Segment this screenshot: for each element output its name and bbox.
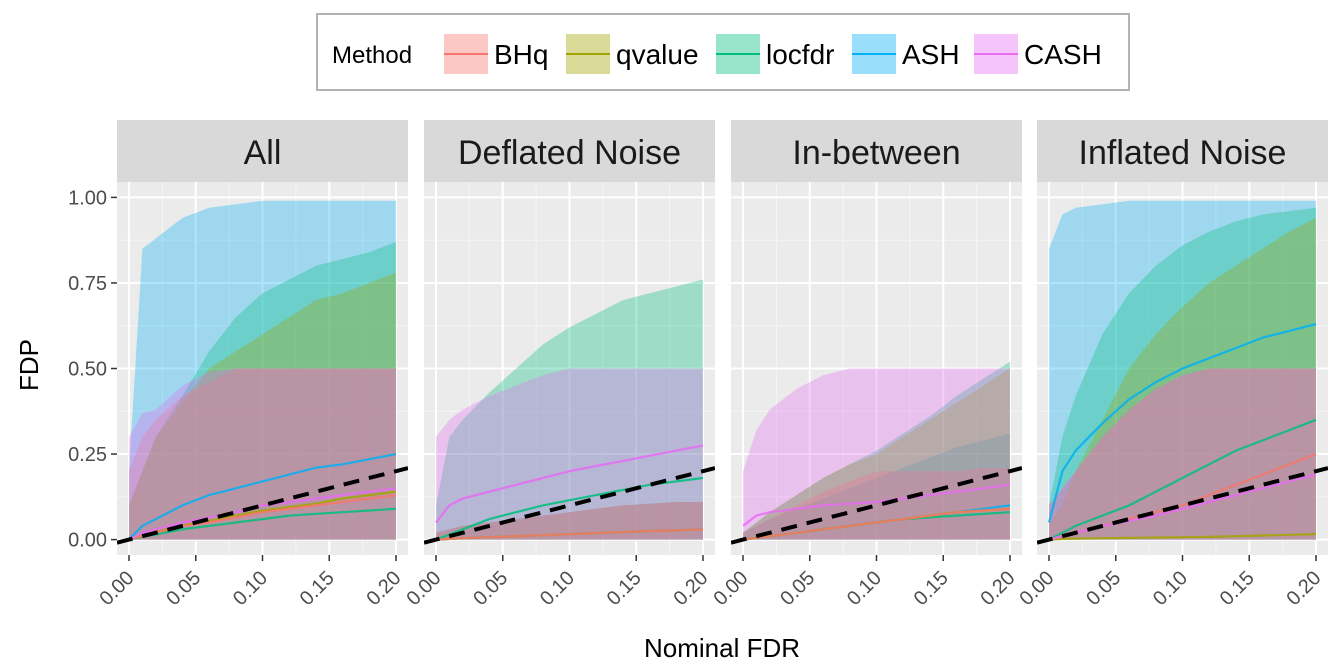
x-tick-label: 0.20 xyxy=(362,567,405,610)
legend-entry-ash: ASH xyxy=(852,34,960,74)
ribbon-bhq xyxy=(1049,368,1316,540)
legend-label-bhq: BHq xyxy=(494,39,548,70)
median-line-ash xyxy=(1047,322,1317,523)
panel-in-between: In-between 0.00 0.05 0.10 0.15 0.20 xyxy=(709,120,1022,610)
strip-label: Inflated Noise xyxy=(1079,134,1287,172)
strip-deflated-noise xyxy=(424,120,715,182)
legend-label-cash: CASH xyxy=(1024,39,1102,70)
legend-entry-bhq: BHq xyxy=(444,34,548,74)
y-tick-label: 1.00 xyxy=(68,187,107,209)
ribbon-qvalue xyxy=(1049,217,1316,540)
legend-label-ash: ASH xyxy=(902,39,960,70)
y-axis-title: FDP xyxy=(14,339,44,391)
x-tick-label: 0.05 xyxy=(776,567,819,610)
ribbon-qvalue xyxy=(743,368,1010,540)
x-tick-label: 0.00 xyxy=(1015,567,1058,610)
median-line-bhq xyxy=(435,528,704,541)
plot-data xyxy=(117,200,408,545)
ribbon-bhq xyxy=(436,502,703,540)
strip-label: All xyxy=(244,134,282,172)
strip-label: Deflated Noise xyxy=(458,134,681,172)
ribbon-cash xyxy=(1049,368,1316,540)
legend-entry-qvalue: qvalue xyxy=(566,34,699,74)
ribbon-ash xyxy=(436,502,703,540)
plot-data xyxy=(424,279,715,545)
x-tick-label: 0.00 xyxy=(709,567,752,610)
y-tick-label: 0.00 xyxy=(68,530,107,552)
ribbon-locfdr xyxy=(1049,207,1316,540)
strip-inflated-noise xyxy=(1037,120,1328,182)
panel-all: All 0.00 0.05 0.10 0.15 0.20 0.00 0.25 0.50 0.75 1… xyxy=(68,120,408,610)
panel-deflated-noise: Deflated Noise 0.00 0.05 0.10 0.15 0.20 xyxy=(402,120,715,610)
strip-all xyxy=(117,120,408,182)
plot-data xyxy=(731,361,1022,545)
x-tick-label: 0.20 xyxy=(1282,567,1325,610)
x-tick-label: 0.10 xyxy=(536,567,579,610)
median-line-locfdr xyxy=(1048,418,1317,541)
x-tick-label: 0.10 xyxy=(843,567,886,610)
x-tick-label: 0.15 xyxy=(1216,567,1259,610)
strip-in-between xyxy=(731,120,1022,182)
median-line-qvalue xyxy=(1048,533,1317,541)
ribbon-cash xyxy=(743,368,1010,540)
ribbon-qvalue xyxy=(129,272,396,540)
legend-title: Method xyxy=(332,42,412,69)
x-tick-label: 0.15 xyxy=(910,567,953,610)
legend: Method BHq qvalue locfdr ASH CASH xyxy=(316,13,1130,91)
x-tick-label: 0.15 xyxy=(296,567,339,610)
median-line-cash xyxy=(742,483,1011,527)
x-tick-label: 0.10 xyxy=(229,567,272,610)
x-tick-label: 0.05 xyxy=(1082,567,1125,610)
ribbon-ash xyxy=(129,200,396,540)
x-tick-label: 0.05 xyxy=(469,567,512,610)
median-line-cash xyxy=(435,444,704,524)
x-tick-label: 0.20 xyxy=(669,567,712,610)
ribbon-qvalue xyxy=(436,502,703,540)
legend-label-locfdr: locfdr xyxy=(766,39,834,70)
y-tick-label: 0.25 xyxy=(68,444,107,466)
legend-label-qvalue: qvalue xyxy=(616,39,699,70)
ribbon-ash xyxy=(1049,200,1316,540)
ribbon-locfdr xyxy=(743,361,1010,540)
legend-box xyxy=(316,13,1130,91)
strip-label: In-between xyxy=(792,134,960,172)
median-line-bhq xyxy=(742,507,1011,541)
x-tick-label: 0.00 xyxy=(95,567,138,610)
x-tick-label: 0.00 xyxy=(402,567,445,610)
x-tick-label: 0.10 xyxy=(1149,567,1192,610)
plot-data xyxy=(1037,200,1328,545)
x-tick-label: 0.05 xyxy=(162,567,205,610)
ribbon-locfdr xyxy=(436,279,703,540)
legend-entry-cash: CASH xyxy=(974,34,1102,74)
x-axis-title: Nominal FDR xyxy=(644,633,800,663)
y-tick-label: 0.75 xyxy=(68,273,107,295)
x-tick-label: 0.20 xyxy=(976,567,1019,610)
legend-entry-locfdr: locfdr xyxy=(716,34,834,74)
median-line-ash xyxy=(128,453,397,541)
panel-inflated-noise: Inflated Noise 0.00 0.05 0.10 0.15 0.20 xyxy=(1015,120,1328,610)
y-tick-label: 0.50 xyxy=(68,359,107,381)
ribbon-cash xyxy=(436,368,703,540)
x-tick-label: 0.15 xyxy=(603,567,646,610)
